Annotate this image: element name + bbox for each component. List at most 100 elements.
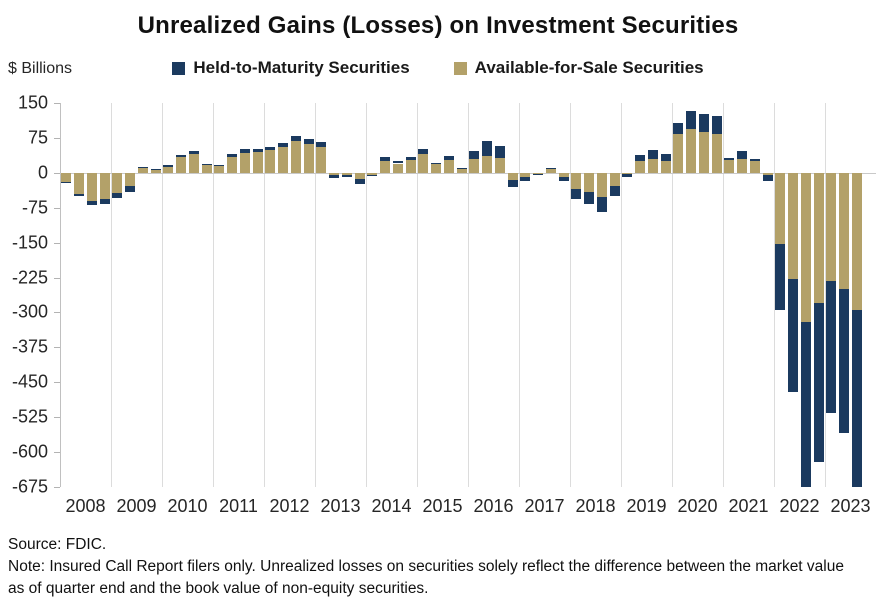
bar-segment-afs [99, 172, 110, 199]
y-tick-mark [54, 242, 60, 244]
bar-segment-htm [239, 149, 250, 153]
bar-segment-htm [265, 147, 276, 151]
bar-segment-afs [800, 172, 811, 323]
bar-segment-afs [596, 172, 607, 197]
y-tick-label: 150 [17, 92, 48, 113]
y-tick-label: 75 [27, 127, 48, 148]
bar-segment-htm [112, 192, 123, 198]
x-tick-label-2016: 2016 [473, 496, 514, 516]
bar-segment-htm [61, 181, 72, 183]
bar-segment-htm [839, 288, 850, 433]
y-axis-line [60, 103, 61, 487]
bar-segment-afs [201, 165, 212, 173]
bar-segment-afs [265, 150, 276, 173]
bar-segment-htm [150, 168, 161, 171]
bar-segment-afs [507, 172, 518, 181]
bar-segment-htm [724, 158, 735, 160]
bar-segment-afs [125, 172, 136, 186]
bar-segment-afs [520, 172, 531, 177]
chart-footer: Source: FDIC. Note: Insured Call Report … [8, 534, 864, 600]
held-to-maturity-legend-label: Held-to-Maturity Securities [193, 58, 410, 77]
bar-segment-htm [456, 167, 467, 170]
bar-segment-afs [367, 172, 378, 175]
year-gridline [672, 103, 673, 487]
y-tick-mark [54, 382, 60, 384]
bar-segment-afs [851, 172, 862, 310]
bar-segment-afs [749, 160, 760, 173]
bar-segment-afs [456, 169, 467, 173]
bar-segment-afs [762, 172, 773, 175]
bar-segment-afs [469, 158, 480, 173]
bar-segment-afs [418, 154, 429, 173]
y-tick-mark [54, 347, 60, 349]
y-tick-mark [54, 312, 60, 314]
y-tick-mark [54, 172, 60, 174]
x-tick-label-2015: 2015 [422, 496, 463, 516]
bar-segment-htm [405, 156, 416, 160]
bar-segment-afs [176, 156, 187, 173]
available-for-sale-swatch-icon [453, 61, 467, 75]
bar-segment-afs [150, 170, 161, 173]
y-tick-label: -75 [21, 197, 48, 218]
bar-segment-afs [380, 160, 391, 173]
x-tick-label-2010: 2010 [167, 496, 208, 516]
bar-segment-afs [788, 172, 799, 279]
bar-segment-htm [482, 140, 493, 156]
bar-segment-htm [711, 116, 722, 134]
bar-segment-htm [431, 162, 442, 165]
bar-segment-afs [278, 147, 289, 173]
x-tick-label-2021: 2021 [728, 496, 769, 516]
bar-segment-htm [609, 185, 620, 196]
bar-segment-htm [788, 278, 799, 392]
bar-segment-htm [622, 174, 633, 177]
held-to-maturity-swatch-icon [172, 61, 186, 75]
bar-segment-htm [660, 153, 671, 161]
x-tick-label-2018: 2018 [575, 496, 616, 516]
bar-segment-htm [303, 138, 314, 144]
year-gridline [213, 103, 214, 487]
bar-segment-afs [839, 172, 850, 289]
y-tick-label: -225 [11, 267, 48, 288]
bar-segment-afs [673, 133, 684, 173]
bar-segment-htm [775, 244, 786, 310]
bar-segment-afs [405, 159, 416, 173]
legend-item-held-to-maturity: Held-to-Maturity Securities [172, 58, 410, 78]
x-tick-label-2009: 2009 [116, 496, 157, 516]
x-tick-label-2011: 2011 [219, 496, 258, 516]
year-gridline [111, 103, 112, 487]
bar-segment-afs [737, 158, 748, 173]
year-gridline [723, 103, 724, 487]
y-axis-unit-label: $ Billions [8, 60, 73, 77]
bar-segment-afs [635, 160, 646, 173]
bar-segment-htm [571, 188, 582, 199]
bar-segment-afs [227, 157, 238, 173]
bar-segment-afs [686, 129, 697, 173]
year-gridline [621, 103, 622, 487]
bar-segment-htm [762, 174, 773, 182]
bar-segment-htm [86, 200, 97, 205]
bar-segment-afs [188, 154, 199, 173]
bar-segment-afs [698, 131, 709, 173]
bar-segment-htm [278, 143, 289, 148]
bar-segment-afs [431, 164, 442, 173]
bar-segment-htm [214, 164, 225, 166]
bar-segment-htm [137, 166, 148, 168]
x-tick-label-2019: 2019 [626, 496, 667, 516]
chart-title: Unrealized Gains (Losses) on Investment … [137, 12, 739, 39]
year-gridline [264, 103, 265, 487]
bar-segment-afs [533, 172, 544, 174]
bar-segment-afs [775, 172, 786, 245]
year-gridline [468, 103, 469, 487]
bar-segment-afs [660, 160, 671, 173]
bar-segment-htm [354, 178, 365, 184]
y-tick-label: -525 [11, 406, 48, 427]
bar-segment-htm [176, 154, 187, 157]
bar-segment-afs [137, 167, 148, 173]
bar-segment-htm [99, 198, 110, 204]
bar-segment-afs [826, 172, 837, 281]
x-tick-label-2017: 2017 [524, 496, 565, 516]
year-gridline [519, 103, 520, 487]
y-tick-mark [54, 277, 60, 279]
bar-segment-htm [443, 155, 454, 160]
bar-segment-htm [826, 280, 837, 413]
